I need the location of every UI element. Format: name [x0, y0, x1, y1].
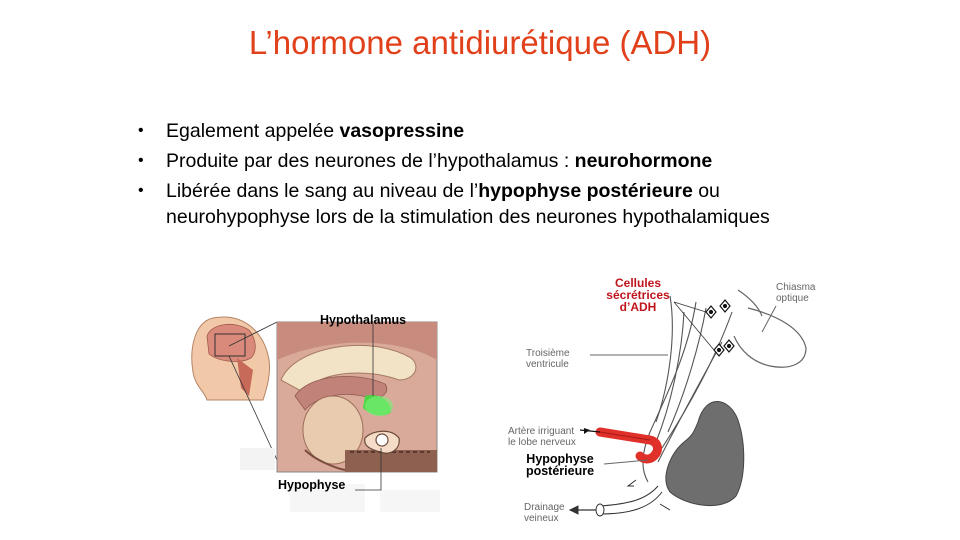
pituitary-schematic [568, 289, 807, 517]
drainage-vein [568, 479, 671, 517]
sagittal-section [276, 321, 438, 473]
brain-illustration [191, 316, 440, 512]
label-cellules-line1: Cellules [614, 276, 662, 290]
label-drainage-veineux: Drainage veineux [524, 502, 565, 524]
label-artere-line1: Artère irriguant [508, 426, 575, 437]
posterior-pituitary-gland [665, 401, 745, 507]
bullet-list: • Egalement appelée vasopressine • Produ… [138, 118, 818, 234]
bullet-bold-term: vasopressine [339, 120, 465, 142]
bullet-marker: • [138, 182, 144, 199]
bullet-bold-term: neurohormone [574, 150, 713, 172]
bullet-item: • Produite par des neurones de l’hypotha… [138, 148, 818, 174]
left-anatomy-figure: Hypothalamus Hypophyse [185, 300, 465, 520]
chiasma-outline [733, 289, 807, 368]
leader-line-cellules [673, 301, 707, 313]
label-troisieme-line1: Troisième [526, 348, 570, 359]
label-chiasma-line1: Chiasma [776, 282, 816, 293]
label-cellules-line3: d’ADH [619, 300, 657, 314]
label-hypophyse-line2: postérieure [525, 464, 595, 478]
secretory-cells [705, 299, 735, 357]
bullet-item: • Libérée dans le sang au niveau de l’hy… [138, 178, 818, 230]
bullet-marker: • [138, 152, 144, 169]
label-artere-irriguant: Artère irriguant le lobe nerveux [508, 426, 576, 448]
bullet-marker: • [138, 122, 144, 139]
label-drainage-line2: veineux [524, 513, 559, 524]
label-troisieme-ventricule: Troisième ventricule [526, 348, 570, 370]
bullet-text: Produite par des neurones de l’hypothala… [166, 150, 575, 172]
label-artere-line2: le lobe nerveux [508, 437, 576, 448]
head-silhouette [191, 316, 278, 461]
axon-bundle [642, 295, 733, 483]
label-chiasma-optique: Chiasma optique [776, 282, 815, 304]
label-hypophyse: Hypophyse [278, 478, 346, 492]
bullet-text: Libérée dans le sang au niveau de l’ [166, 180, 479, 202]
bullet-text-after: ou neurohypophyse lors de la stimulation… [166, 180, 770, 228]
label-chiasma-line2: optique [776, 293, 809, 304]
bullet-text: Egalement appelée [166, 120, 340, 142]
bullet-bold-term: hypophyse postérieure [478, 180, 693, 202]
label-troisieme-line2: ventricule [526, 359, 569, 370]
right-pituitary-figure: Cellules sécrétrices d’ADH Chiasma optiq… [500, 272, 850, 534]
slide-title: L’hormone antidiurétique (ADH) [248, 24, 712, 61]
label-hypophyse-posterieure: Hypophyse postérieure [520, 452, 600, 478]
label-hypophyse-line1: Hypophyse [526, 452, 594, 466]
label-hypothalamus: Hypothalamus [320, 313, 407, 327]
label-cellules-line2: sécrétrices [606, 288, 670, 302]
bullet-item: • Egalement appelée vasopressine [138, 118, 818, 144]
leader-line-hypophyse [355, 448, 382, 491]
label-cellules-secretrices: Cellules sécrétrices d’ADH [598, 277, 678, 313]
label-drainage-line1: Drainage [524, 502, 565, 513]
artery [579, 427, 662, 464]
